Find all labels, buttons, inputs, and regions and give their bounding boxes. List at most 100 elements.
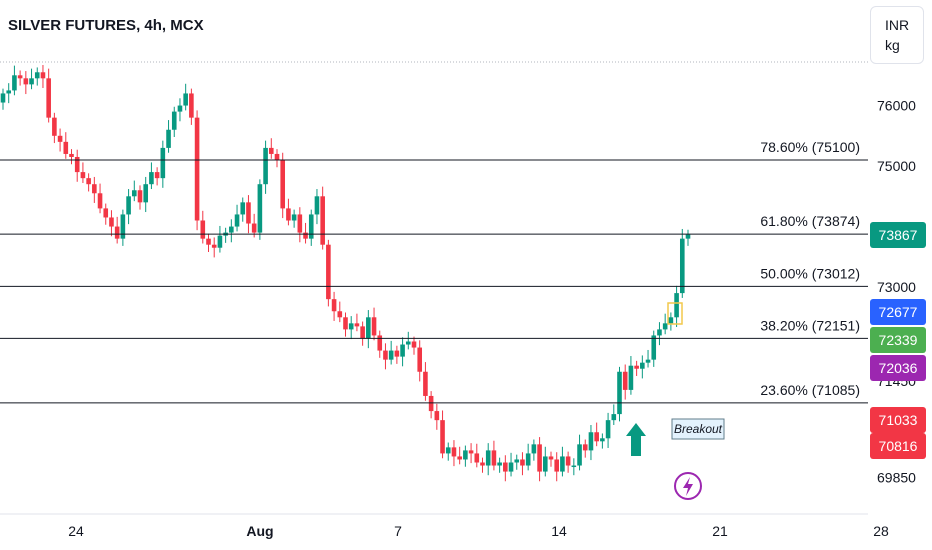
candle-body: [291, 214, 297, 221]
candle-body: [485, 450, 491, 466]
candle-body: [114, 226, 120, 239]
candle-body: [268, 147, 274, 154]
x-tick-label: 21: [712, 523, 728, 539]
price-tags: 73867 72677 72339 72036 71033 70816: [870, 222, 926, 459]
unit-selector[interactable]: INR kg: [870, 6, 924, 64]
candle-body: [211, 244, 217, 248]
candle-body: [594, 432, 599, 442]
x-tick-label: 28: [873, 523, 889, 539]
candle-body: [97, 193, 103, 209]
candle-body: [571, 465, 577, 468]
x-tick-label: 14: [551, 523, 567, 539]
candle-body: [308, 214, 314, 239]
candle-body: [542, 456, 548, 472]
candle-body: [428, 395, 434, 412]
candle-body: [274, 153, 280, 160]
candle-body: [554, 459, 560, 472]
candle-body: [520, 459, 525, 466]
candle-body: [331, 299, 337, 312]
candle-body: [240, 202, 246, 215]
candle-body: [40, 72, 46, 79]
candle-body: [189, 93, 194, 118]
candle-body: [234, 214, 240, 227]
candle-body: [143, 184, 149, 203]
candle-body: [23, 78, 29, 85]
candles-layer: [0, 65, 691, 482]
candle-body: [514, 459, 520, 463]
candle-body: [588, 432, 594, 451]
y-tick-label: 69850: [877, 470, 916, 486]
candle-body: [617, 371, 622, 415]
candle-body: [577, 444, 582, 466]
chart-title: SILVER FUTURES, 4h, MCX: [8, 17, 204, 34]
candle-body: [280, 160, 286, 209]
candle-body: [537, 444, 542, 472]
candle-body: [74, 156, 80, 173]
candle-body: [337, 311, 343, 318]
candle-body: [348, 323, 354, 330]
fibonacci-levels: 78.60% (75100) 61.80% (73874) 50.00% (7301…: [0, 139, 868, 404]
candle-body: [166, 129, 171, 148]
breakout-note-box: [671, 418, 725, 440]
candle-body: [343, 317, 348, 330]
candle-body: [451, 447, 457, 457]
candle-body: [354, 323, 360, 327]
up-arrow-icon: [626, 423, 646, 456]
candle-body: [463, 450, 468, 460]
price-tag: [870, 355, 926, 381]
candle-body: [622, 371, 628, 390]
candle-body: [560, 456, 565, 472]
annotations: Breakout: [626, 302, 725, 500]
candle-body: [320, 196, 325, 245]
candle-body: [582, 444, 588, 451]
candle-body: [628, 365, 634, 390]
candle-body: [0, 93, 6, 103]
candle-body: [246, 202, 251, 224]
x-tick-label: 7: [394, 523, 402, 539]
candle-body: [445, 447, 451, 454]
candle-body: [303, 232, 308, 239]
candle-body: [371, 317, 377, 336]
candle-body: [206, 238, 211, 245]
candle-body: [286, 208, 291, 221]
candle-body: [662, 323, 668, 330]
candle-body: [63, 141, 69, 154]
fib-label: 38.20% (72151): [760, 317, 860, 333]
price-tag-label: 70816: [879, 438, 918, 454]
time-axis[interactable]: 24Aug7142128Sep: [0, 513, 932, 539]
candle-body: [229, 226, 234, 233]
price-tag: [870, 433, 926, 459]
candle-body: [52, 117, 57, 136]
candle-body: [434, 411, 440, 421]
candle-body: [508, 462, 514, 472]
candle-body: [411, 341, 417, 348]
currency-label: INR: [885, 17, 910, 33]
price-tag-label: 72339: [879, 332, 918, 348]
candle-body: [383, 350, 388, 360]
candle-body: [474, 453, 480, 463]
x-tick-label: Aug: [246, 523, 273, 539]
y-tick-label: 73000: [877, 279, 916, 295]
candle-body: [194, 117, 200, 221]
candle-body: [679, 238, 685, 294]
candle-body: [120, 214, 126, 239]
candle-body: [131, 190, 137, 197]
price-tag: [870, 222, 926, 248]
candle-body: [651, 335, 657, 360]
candle-body: [103, 208, 109, 218]
candle-body: [388, 350, 394, 360]
candle-body: [657, 329, 662, 336]
candle-body: [86, 178, 91, 185]
candle-body: [668, 317, 674, 324]
candle-body: [160, 147, 166, 179]
candle-body: [297, 214, 303, 233]
fib-label: 61.80% (73874): [760, 213, 860, 229]
candle-body: [80, 172, 86, 179]
candle-body: [92, 184, 97, 194]
candle-body: [171, 111, 177, 130]
lightning-bolt: [683, 477, 693, 496]
candle-body: [360, 326, 365, 339]
price-tag: [870, 327, 926, 353]
candle-body: [497, 462, 502, 466]
